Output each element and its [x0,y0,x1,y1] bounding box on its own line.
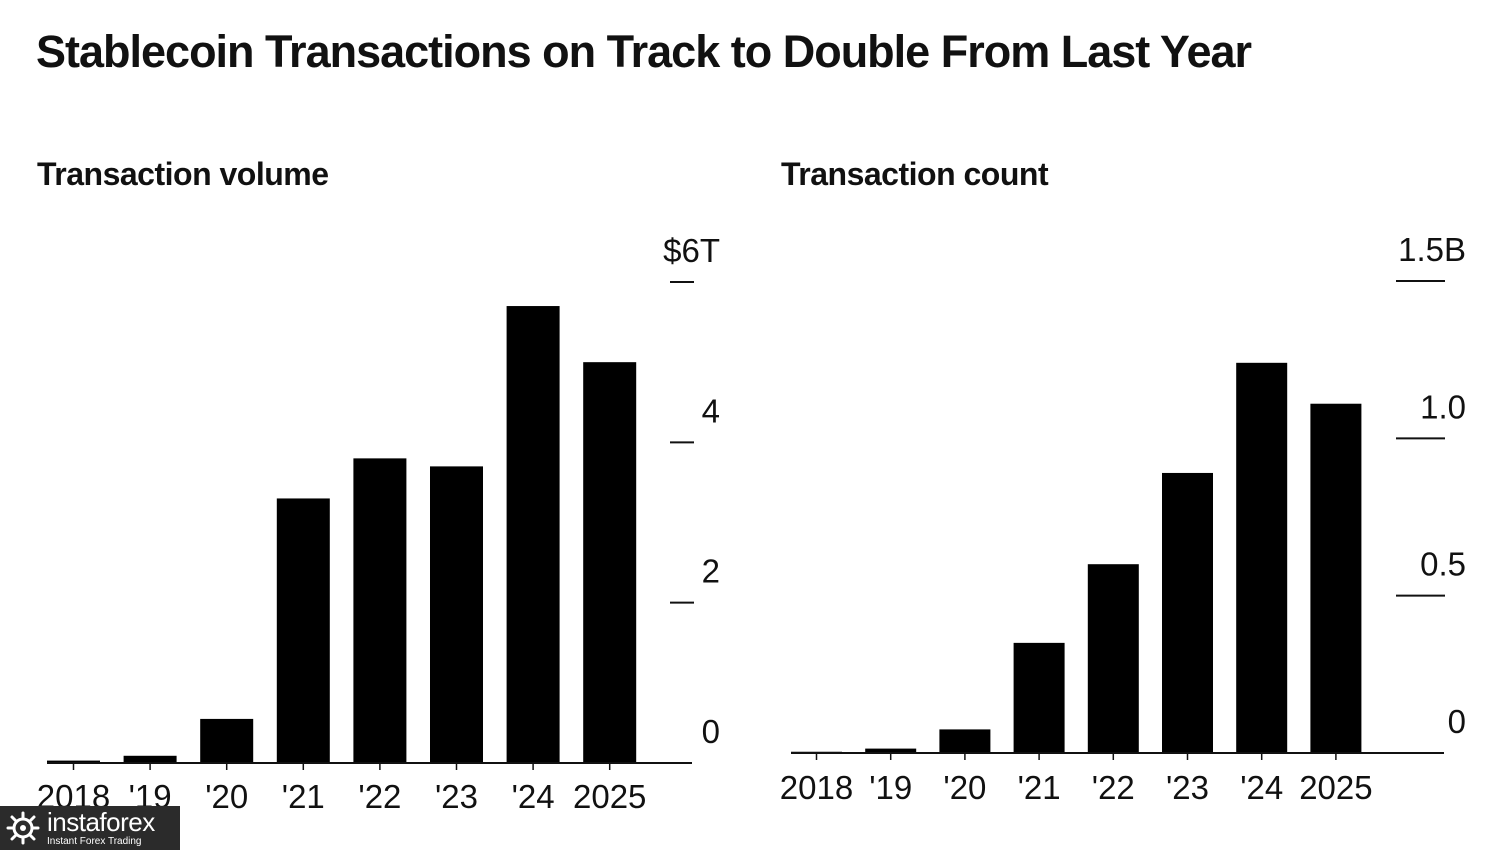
x-tick-label: 2025 [1299,769,1372,806]
bar-5 [353,458,407,763]
bar-4 [1013,642,1065,753]
bar-8 [1310,403,1362,753]
bar-4 [276,498,330,763]
instaforex-logo-icon [6,811,40,845]
x-tick-label: '19 [869,769,912,806]
watermark-brand: instaforex [47,807,155,837]
x-tick-label: '22 [1092,769,1135,806]
bar-7 [1236,362,1288,753]
y-tick-label: $6T [663,232,720,269]
y-tick-label: 4 [702,392,720,429]
y-tick-label: 1.0 [1420,388,1466,425]
x-tick-label: '20 [943,769,986,806]
watermark-tagline: Instant Forex Trading [47,836,142,847]
count-chart-title: Transaction count [781,156,1049,192]
x-tick-label: '23 [435,778,478,815]
x-tick-label: '22 [358,778,401,815]
x-tick-label: '24 [1240,769,1283,806]
volume-chart-title: Transaction volume [37,156,329,192]
bar-3 [939,729,991,753]
bar-7 [506,306,560,763]
bar-2 [123,755,177,763]
bar-2 [865,748,917,753]
bar-5 [1087,564,1139,753]
x-tick-label: '23 [1166,769,1209,806]
instaforex-watermark: instaforex Instant Forex Trading [0,806,180,850]
y-tick-label: 0.5 [1420,546,1466,583]
y-tick-label: 0 [1448,703,1466,740]
bar-1 [47,760,100,763]
x-tick-label: 2025 [573,778,646,815]
chart-main-title: Stablecoin Transactions on Track to Doub… [36,26,1252,77]
bar-6 [1162,472,1213,753]
y-tick-label: 2 [702,553,720,590]
x-tick-label: '24 [512,778,555,815]
bar-3 [200,718,254,763]
x-tick-label: 2018 [780,769,853,806]
bar-8 [583,362,637,763]
y-tick-label: 1.5B [1398,231,1466,268]
x-tick-label: '21 [282,778,325,815]
bar-6 [430,466,483,763]
x-tick-label: '20 [205,778,248,815]
y-tick-label: 0 [702,713,720,750]
x-tick-label: '21 [1018,769,1061,806]
